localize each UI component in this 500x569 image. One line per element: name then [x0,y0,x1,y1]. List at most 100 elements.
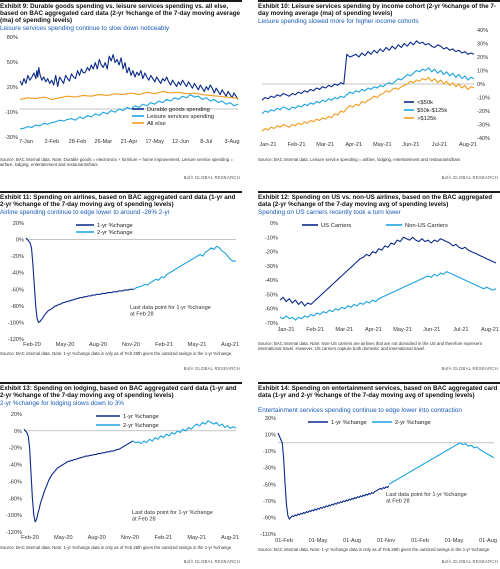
exhibit-9-panel: Exhibit 9: Durable goods spending vs. le… [0,0,242,184]
x-tick-label: 01-Feb [411,538,429,544]
x-tick-label: Feb-20 [21,535,39,541]
chart-subtitle: Entertainment services spending continue… [258,407,462,414]
y-tick-label: 0% [14,429,22,435]
x-tick-label: 7-Jan [19,139,33,145]
series-line-0 [25,237,134,323]
y-tick-label: -70% [263,499,276,505]
series-line-1 [279,271,497,321]
x-tick-label: Feb-21 [154,535,172,541]
y-tick-label: -20% [477,109,490,115]
legend-label: US Carriers [321,223,351,229]
x-tick-label: Aug-20 [89,342,107,348]
panel-divider [258,382,500,384]
annotation-text: Last data point for 1-yr %change at Feb 2… [132,510,213,523]
y-tick-label: 20% [11,412,22,418]
legend-label: Durable goods spending [147,107,210,113]
legend-label: >$125k [417,116,436,122]
x-tick-label: Aug-20 [88,535,106,541]
y-tick-label: -40% [477,136,490,142]
exhibit-12-panel: Exhibit 12: Spending on US vs. non-US ai… [258,191,500,375]
x-tick-label: 12-Jun [172,139,189,145]
x-tick-label: 01-May [445,538,464,544]
series-line-0 [279,236,497,307]
y-tick-label: -40% [9,463,22,469]
brand-label: BofA GLOBAL RESEARCH [183,366,240,371]
y-tick-label: -10% [477,96,490,102]
x-tick-label: 28-Feb [69,139,87,145]
exhibit-13-panel: Exhibit 13: Spending on lodging, based o… [0,382,242,566]
y-tick-label: 0% [16,238,24,244]
legend-label: 2-yr %change [395,420,431,426]
chart-title: Exhibit 14: Spending on entertainment se… [258,385,498,400]
x-tick-label: Feb-21 [155,342,173,348]
y-tick-label: -10% [265,235,278,241]
series-line-1 [261,67,475,115]
exhibit-10-plot: 40% 30% 20% 10% 0% -10% -20% -30% -40% Jan-21 Feb-… [259,28,490,148]
legend-label: <$50k [417,100,433,106]
x-tick-label: 01-Nov [377,538,395,544]
y-tick-label: -60% [11,287,24,293]
y-tick-label: -120% [8,337,24,343]
brand-label: BofA GLOBAL RESEARCH [441,175,498,180]
brand-label: BofA GLOBAL RESEARCH [441,366,498,371]
legend-label: 1-yr %change [331,420,367,426]
exhibit-10-panel: Exhibit 10: Leisure services spending by… [258,0,500,184]
y-tick-label: -30% [263,466,276,472]
series-line-2 [261,76,475,132]
legend-label: Non-US Carriers [405,223,448,229]
x-tick-label: 01-Aug [343,538,361,544]
chart-source: Source: BAC internal data. Note: Non-US … [258,341,482,352]
exhibit-11-plot: 20% 0% -20% -40% -60% -80% -100% -120%Feb-20 May… [8,221,239,348]
chart-title: Exhibit 9: Durable goods spending vs. le… [0,3,241,25]
y-tick-label: -40% [265,278,278,284]
y-tick-label: -100% [8,320,24,326]
y-tick-label: -70% [265,321,278,327]
y-tick-label: 10% [265,433,276,439]
y-tick-label: 10% [477,69,488,75]
legend-label: Leisure services spending [147,114,214,120]
x-tick-label: 01-Feb [275,538,293,544]
chart-subtitle: Airline spending continue to edge lower … [0,209,170,216]
legend-label: 1-yr %change [97,223,133,229]
y-tick-label: -20% [9,446,22,452]
panel-divider [0,191,242,193]
y-tick-label: -50% [265,292,278,298]
x-tick-label: 01-May [309,538,328,544]
chart-title: Exhibit 10: Leisure services spending by… [258,3,496,18]
y-tick-label: 20% [7,85,18,91]
chart-source: Source: BAC internal data. Leisure servi… [258,157,461,162]
y-tick-label: -30% [477,123,490,129]
y-tick-label: -50% [263,482,276,488]
y-tick-label: -10% [263,449,276,455]
x-tick-label: Feb-21 [306,327,324,333]
chart-subtitle: Spending on US carriers recently took a … [258,209,401,216]
x-tick-label: 21-Apr [121,139,138,145]
exhibit-14-plot: 30%10%-10%-30%-50%-70%-90%-110%01-Feb 01-… [260,416,497,544]
y-tick-label: -30% [5,135,18,141]
y-tick-label: -110% [260,532,276,538]
x-tick-label: May-21 [187,535,206,541]
y-tick-label: 30% [477,42,488,48]
y-tick-label: -100% [6,513,22,519]
x-tick-label: May-20 [54,535,73,541]
y-tick-label: -80% [11,304,24,310]
y-tick-label: -80% [9,496,22,502]
x-tick-label: Mar-21 [335,327,353,333]
chart-source: Source: BAC internal data. Note: Durable… [0,157,233,168]
exhibit-14-panel: Exhibit 14: Spending on entertainment se… [258,382,500,566]
brand-label: BofA GLOBAL RESEARCH [441,559,498,564]
annotation-text: Last data point for 1-yr %change at Feb 2… [130,305,211,318]
x-tick-label: Jan-21 [277,327,294,333]
x-tick-label: 2-Feb [44,139,59,145]
y-tick-label: -120% [6,530,22,536]
y-tick-label: -30% [265,264,278,270]
y-tick-label: -10% [5,110,18,116]
y-tick-label: -20% [265,250,278,256]
y-tick-label: -60% [265,307,278,313]
chart-source: Source: BAC internal data. Note: 1-yr %c… [0,351,233,356]
chart-title: Exhibit 13: Spending on lodging, based o… [0,385,237,400]
panel-divider [0,382,242,384]
x-tick-label: May-21 [188,342,207,348]
exhibit-12-plot: 0% -10% -20% -30% -40% -50% -60% -70%Jan-21 Feb-… [265,221,499,333]
chart-source: Source: BAC internal data. Note: 1-yr %c… [258,547,491,552]
